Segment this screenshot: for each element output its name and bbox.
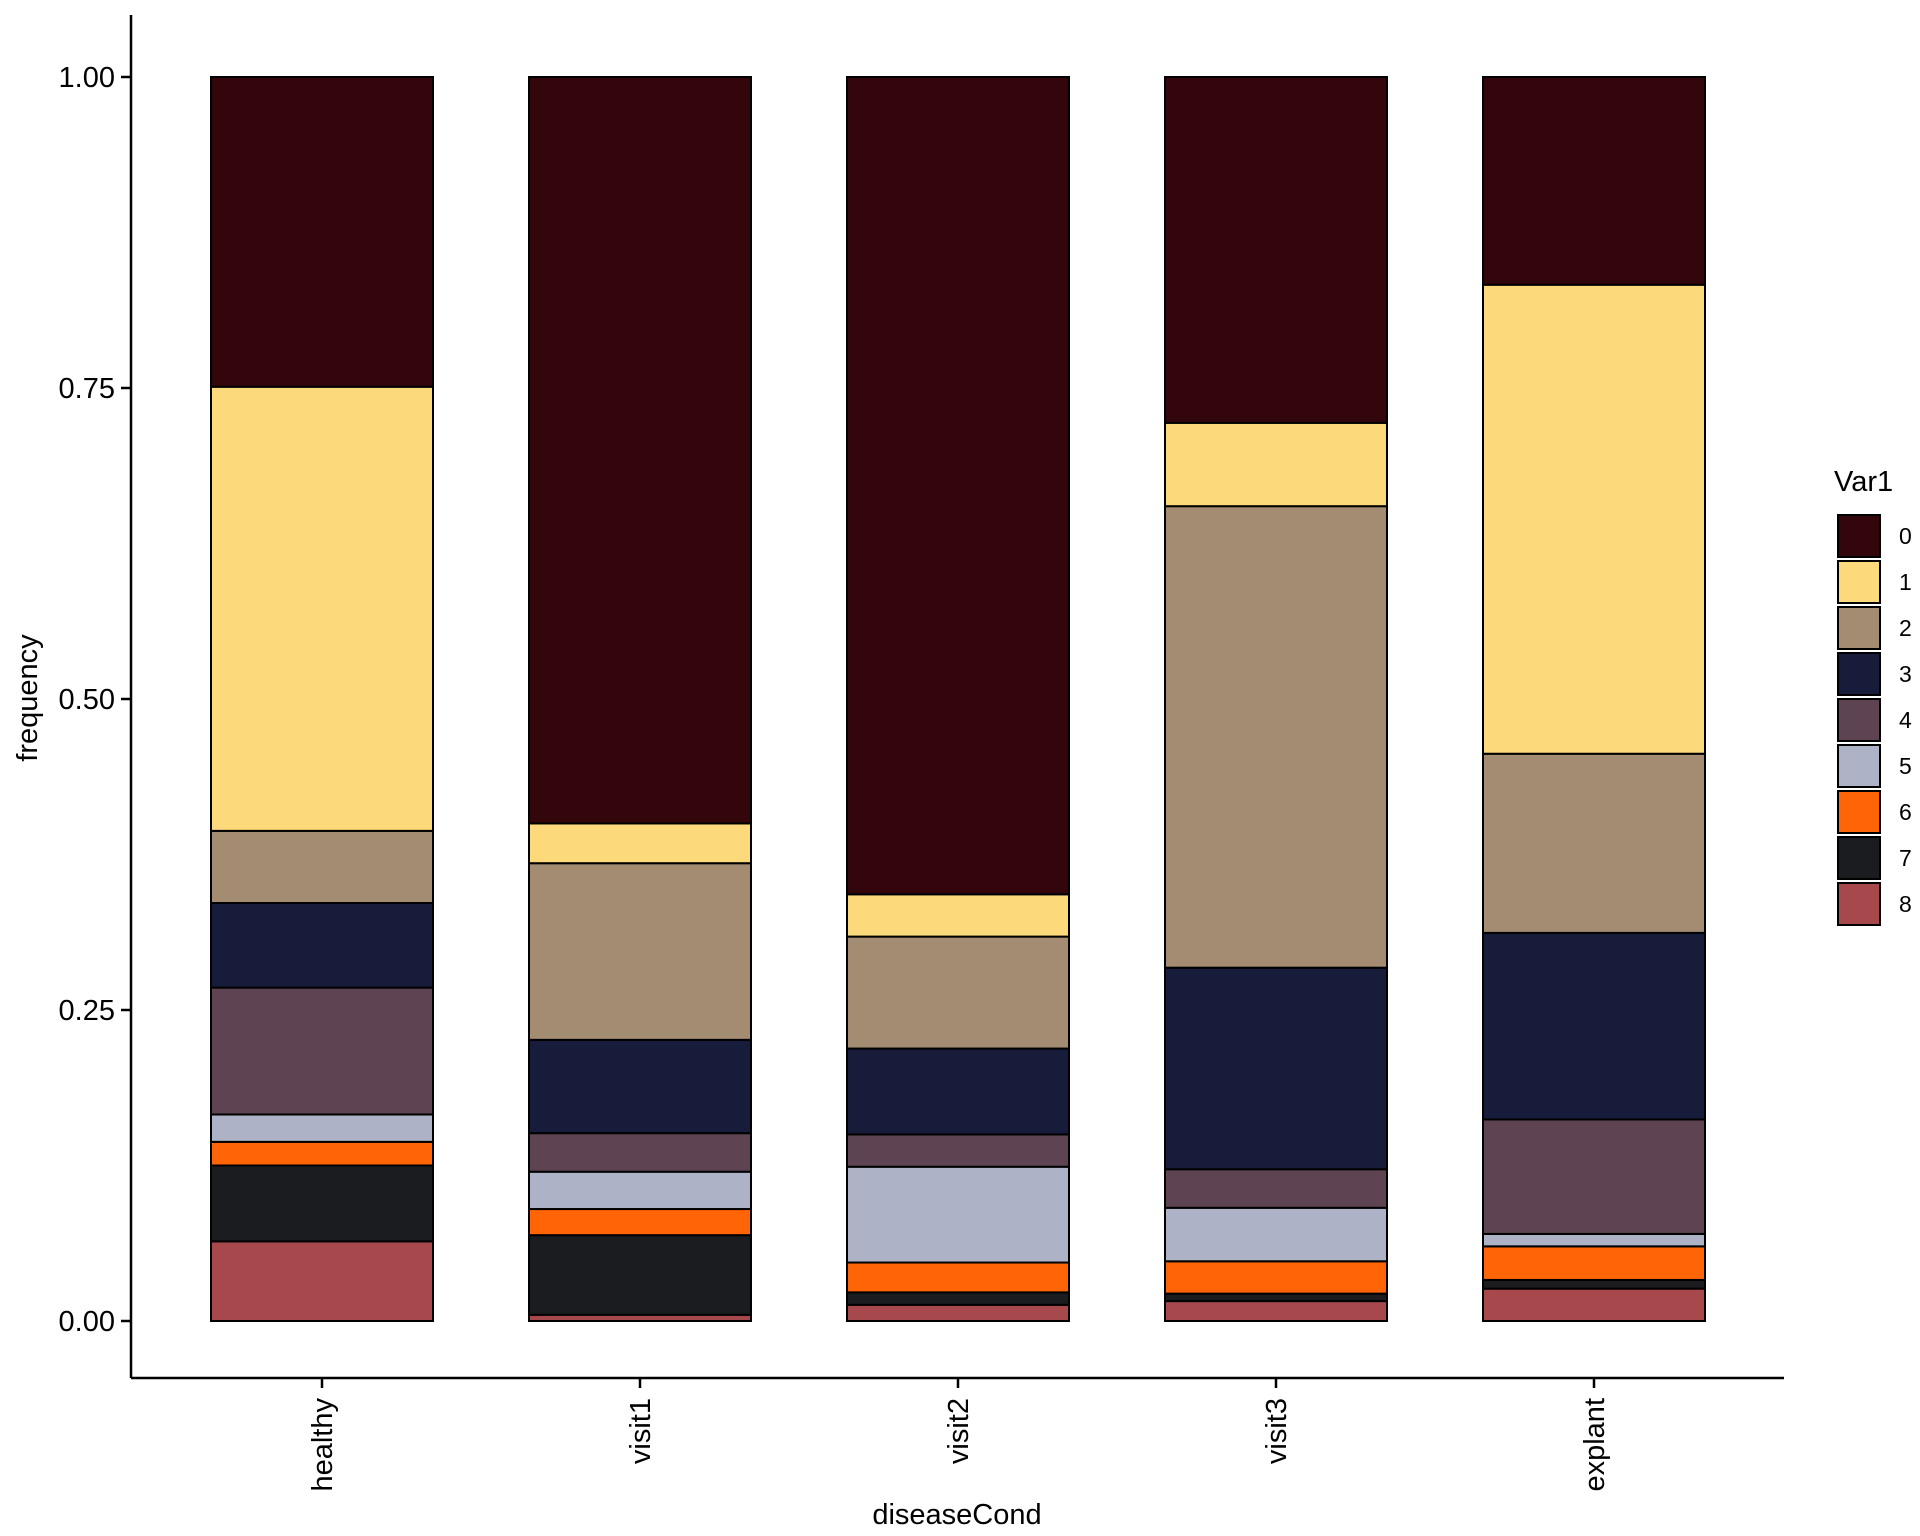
bar-segment-visit1-5 bbox=[528, 1170, 752, 1211]
y-tick-label: 0.75 bbox=[59, 373, 115, 405]
bar-segment-visit2-7 bbox=[846, 1291, 1070, 1306]
legend-key-6 bbox=[1837, 790, 1881, 834]
bar-segment-visit3-7 bbox=[1164, 1292, 1388, 1303]
bar-segment-visit3-3 bbox=[1164, 966, 1388, 1171]
legend-title: Var1 bbox=[1834, 466, 1893, 498]
bar-segment-visit2-2 bbox=[846, 935, 1070, 1050]
bars-layer bbox=[210, 76, 1706, 1323]
bar-segment-healthy-5 bbox=[210, 1113, 434, 1143]
bar-segment-visit3-1 bbox=[1164, 421, 1388, 508]
bar-segment-visit1-1 bbox=[528, 822, 752, 865]
bar-segment-visit1-3 bbox=[528, 1038, 752, 1135]
bar-segment-visit2-6 bbox=[846, 1261, 1070, 1294]
bar-segment-healthy-2 bbox=[210, 829, 434, 905]
bar-segment-explant-2 bbox=[1482, 752, 1706, 934]
x-tick-label: visit1 bbox=[625, 1398, 657, 1464]
bar-segment-healthy-8 bbox=[210, 1240, 434, 1323]
bar-segment-explant-0 bbox=[1482, 76, 1706, 286]
bar-segment-healthy-0 bbox=[210, 76, 434, 388]
legend-key-7 bbox=[1837, 836, 1881, 880]
bar-segment-healthy-7 bbox=[210, 1164, 434, 1243]
bar-segment-visit3-4 bbox=[1164, 1168, 1388, 1209]
bar-segment-visit2-8 bbox=[846, 1303, 1070, 1323]
bar-segment-healthy-4 bbox=[210, 986, 434, 1116]
legend-key-0 bbox=[1837, 514, 1881, 558]
legend-label: 1 bbox=[1899, 569, 1912, 595]
x-axis-title: diseaseCond bbox=[872, 1499, 1041, 1531]
y-tick-label: 0.00 bbox=[59, 1306, 115, 1338]
y-ticks: 0.00 0.25 0.50 0.75 1.00 bbox=[59, 62, 131, 1338]
bar-segment-healthy-6 bbox=[210, 1140, 434, 1167]
bar-segment-visit2-0 bbox=[846, 76, 1070, 896]
x-ticks: healthy visit1 visit2 visit3 explant bbox=[307, 1378, 1611, 1492]
legend-key-1 bbox=[1837, 560, 1881, 604]
bar-segment-visit3-5 bbox=[1164, 1206, 1388, 1263]
x-tick-label: visit2 bbox=[943, 1398, 975, 1464]
bar-segment-visit1-7 bbox=[528, 1234, 752, 1316]
bar-segment-visit3-0 bbox=[1164, 76, 1388, 424]
legend-label: 5 bbox=[1899, 753, 1912, 779]
x-tick-label: healthy bbox=[307, 1398, 339, 1492]
x-tick-label: visit3 bbox=[1261, 1398, 1293, 1464]
legend-label: 2 bbox=[1899, 615, 1912, 641]
legend-label: 0 bbox=[1899, 523, 1912, 549]
legend-key-8 bbox=[1837, 882, 1881, 926]
legend-key-3 bbox=[1837, 652, 1881, 696]
bar-segment-explant-1 bbox=[1482, 283, 1706, 755]
bar-segment-visit2-3 bbox=[846, 1047, 1070, 1136]
bar-segment-visit1-2 bbox=[528, 862, 752, 1041]
legend: Var1 0 1 2 3 4 5 6 7 8 bbox=[1834, 466, 1912, 926]
legend-label: 7 bbox=[1899, 845, 1912, 871]
bar-segment-visit3-8 bbox=[1164, 1300, 1388, 1322]
bar-segment-explant-3 bbox=[1482, 931, 1706, 1121]
y-tick-label: 0.25 bbox=[59, 995, 115, 1027]
bar-segment-explant-6 bbox=[1482, 1245, 1706, 1281]
legend-key-4 bbox=[1837, 698, 1881, 742]
legend-key-5 bbox=[1837, 744, 1881, 788]
bar-segment-explant-5 bbox=[1482, 1232, 1706, 1248]
bar-segment-healthy-3 bbox=[210, 902, 434, 989]
bar-segment-healthy-1 bbox=[210, 385, 434, 832]
bar-segment-visit2-1 bbox=[846, 893, 1070, 938]
legend-label: 4 bbox=[1899, 707, 1912, 733]
bar-segment-visit3-2 bbox=[1164, 505, 1388, 969]
bar-segment-explant-8 bbox=[1482, 1287, 1706, 1323]
bar-segment-explant-7 bbox=[1482, 1278, 1706, 1290]
legend-label: 6 bbox=[1899, 799, 1912, 825]
y-tick-label: 1.00 bbox=[59, 62, 115, 94]
bar-segment-visit1-6 bbox=[528, 1208, 752, 1237]
bar-segment-visit3-6 bbox=[1164, 1260, 1388, 1295]
bar-segment-visit2-5 bbox=[846, 1165, 1070, 1264]
bar-segment-visit2-4 bbox=[846, 1133, 1070, 1168]
legend-key-2 bbox=[1837, 606, 1881, 650]
x-tick-label: explant bbox=[1579, 1398, 1611, 1492]
bar-segment-explant-4 bbox=[1482, 1118, 1706, 1235]
y-axis-title: frequency bbox=[12, 634, 44, 762]
bar-segment-visit1-4 bbox=[528, 1132, 752, 1173]
bar-segment-visit1-0 bbox=[528, 76, 752, 825]
legend-label: 8 bbox=[1899, 891, 1912, 917]
y-tick-label: 0.50 bbox=[59, 684, 115, 716]
legend-label: 3 bbox=[1899, 661, 1912, 687]
